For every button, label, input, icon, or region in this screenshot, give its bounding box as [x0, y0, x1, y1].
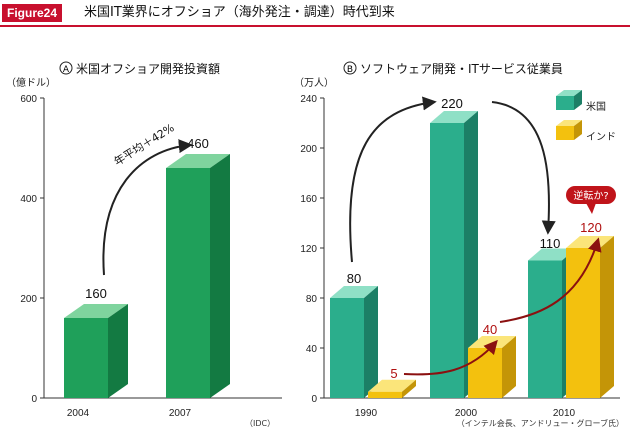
chart-a-value-label: 160: [85, 286, 107, 301]
chart-a-bar-2007-front: [166, 168, 210, 398]
chart-b-india-value-label: 40: [483, 322, 497, 337]
chart-b-bar-us-1990-side: [364, 286, 378, 398]
chart-a-title: 米国オフショア開発投資額: [76, 61, 220, 76]
chart-a-category-label: 2004: [67, 408, 90, 419]
chart-a-bar-2004-side: [108, 304, 128, 398]
chart-b-ytick-label: 200: [300, 144, 317, 155]
chart-b-ytick-label: 160: [300, 194, 317, 205]
chart-a-growth-arrow: [102, 139, 193, 276]
callout-tail: [586, 203, 596, 214]
callout-text: 逆転か?: [573, 189, 608, 202]
chart-a-ytick-label: 600: [20, 94, 37, 105]
chart-b-bar-us-2000: [430, 111, 478, 398]
chart-b-bar-us-2000-side: [464, 111, 478, 398]
legend-swatch-us-side: [574, 90, 582, 110]
chart-b-category-label: 1990: [355, 408, 378, 419]
figure-header: Figure24 米国IT業界にオフショア（海外発注・調達）時代到来: [0, 0, 630, 27]
chart-b-bar-india-1990: [368, 379, 416, 398]
chart-b-bar-india-1990-side: [402, 379, 416, 398]
chart-b-bar-us-1990-top: [330, 286, 378, 298]
chart-b-category-label: 2010: [553, 408, 576, 419]
chart-a-bar-2007-side: [210, 154, 230, 398]
figure-badge: Figure24: [2, 4, 63, 22]
legend-swatch-us: [556, 90, 582, 110]
chart-b-india-arrow-1: [403, 339, 498, 376]
chart-a-bar-2004-top: [64, 304, 128, 318]
chart-b-bar-india-2010: [566, 236, 614, 398]
chart-a-bar-2004-front: [64, 318, 108, 398]
legend-swatch-india-top: [556, 120, 582, 126]
chart-a-source: （IDC）: [245, 419, 275, 428]
legend-swatch-india: [556, 120, 582, 140]
chart-b-callout: 逆転か?: [566, 186, 616, 214]
chart-b-ytick-label: 0: [311, 394, 317, 405]
chart-b-us-value-label: 110: [540, 236, 561, 251]
chart-b-category-label: 2000: [455, 408, 478, 419]
chart-b-ytick-label: 240: [300, 94, 317, 105]
chart-b-ytick-label: 120: [300, 244, 317, 255]
chart-a-bar-2004: [64, 304, 128, 398]
chart-a-title-mark-circle: [59, 61, 73, 75]
chart-b-bar-india-2010-front: [566, 248, 600, 398]
legend-swatch-india-side: [574, 120, 582, 140]
chart-a-bar-2007: [166, 154, 230, 398]
chart-a-category-label: 2007: [169, 408, 192, 419]
chart-b-us-value-label: 80: [347, 271, 361, 286]
chart-a-bar-2007-top: [166, 154, 230, 168]
chart-b-us-arrow-1: [349, 96, 437, 263]
legend-label-us: 米国: [586, 100, 606, 113]
chart-b-title-mark: B: [347, 65, 353, 75]
chart-b-bar-us-1990-front: [330, 298, 364, 398]
header-rule: [0, 25, 630, 27]
chart-a-ytick-label: 400: [20, 194, 37, 205]
chart-b-bar-india-2000-side: [502, 336, 516, 398]
chart-b-bar-us-2000-front: [430, 123, 464, 398]
figure-title: 米国IT業界にオフショア（海外発注・調達）時代到来: [84, 5, 395, 20]
chart-b-source: （インテル会長、アンドリュー・グローブ氏）: [457, 418, 624, 428]
chart-b-bar-india-1990-front: [368, 391, 402, 398]
chart-a-title-mark: A: [63, 65, 70, 75]
chart-a-ytick-label: 200: [20, 294, 37, 305]
chart-b-bar-india-2000: [468, 336, 516, 398]
callout-bubble: [566, 186, 616, 204]
chart-b-bar-india-2000-front: [468, 348, 502, 398]
chart-b-unit: （万人）: [294, 77, 334, 89]
chart-b-ytick-label: 40: [306, 344, 318, 355]
legend-swatch-us-front: [556, 96, 574, 110]
chart-b-title: ソフトウェア開発・ITサービス従業員: [360, 62, 563, 76]
chart-b-ytick-label: 80: [306, 294, 318, 305]
legend-swatch-india-front: [556, 126, 574, 140]
chart-b-title-mark-circle: [343, 61, 357, 75]
chart-b-bar-india-2010-side: [600, 236, 614, 398]
chart-a-value-label: 460: [187, 136, 209, 151]
chart-b: B ソフトウェア開発・ITサービス従業員 （万人） 0 40 80 120 160 200…: [294, 61, 624, 428]
chart-b-bar-us-1990: [330, 286, 378, 398]
chart-b-india-value-label: 5: [390, 366, 397, 381]
chart-a-ytick-label: 0: [31, 394, 37, 405]
chart-b-india-value-label: 120: [580, 220, 602, 235]
chart-b-bar-us-2000-top: [430, 111, 478, 123]
chart-b-us-arrow-2: [491, 101, 556, 235]
legend-label-india: インド: [586, 132, 616, 143]
chart-b-us-value-label: 220: [441, 96, 463, 111]
chart-a-unit: （億ドル）: [6, 76, 56, 89]
chart-a: A 米国オフショア開発投資額 （億ドル） 0 200 400 600 160 2004 4…: [6, 61, 282, 428]
chart-b-bar-us-2010-front: [528, 260, 562, 398]
chart-b-bar-india-1990-top: [368, 379, 416, 392]
chart-b-india-arrow-2: [499, 237, 602, 323]
chart-b-bar-us-2010-top: [528, 248, 576, 261]
legend-swatch-us-top: [556, 90, 582, 96]
